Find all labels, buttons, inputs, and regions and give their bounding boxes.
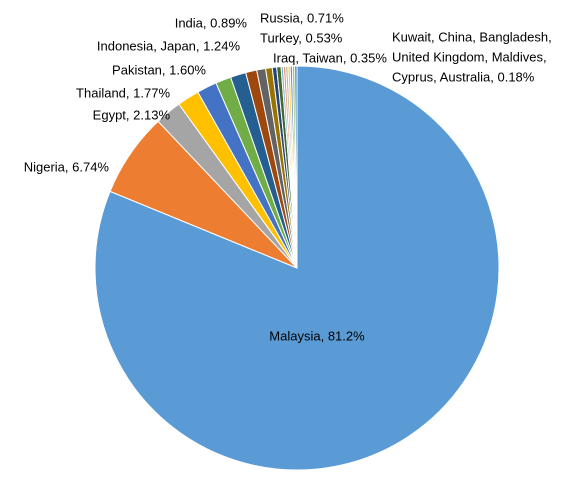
- data-label: Iraq, Taiwan, 0.35%: [273, 50, 387, 65]
- data-label: Egypt, 2.13%: [93, 107, 171, 122]
- data-label: Cyprus, Australia, 0.18%: [392, 69, 535, 84]
- data-label: United Kingdom, Maldives,: [392, 49, 547, 64]
- data-label: India, 0.89%: [175, 15, 248, 30]
- data-label: Kuwait, China, Bangladesh,: [392, 29, 552, 44]
- data-label: Thailand, 1.77%: [76, 85, 170, 100]
- data-label: Malaysia, 81.2%: [269, 328, 365, 343]
- slice: [294, 65, 298, 269]
- data-label: Indonesia, Japan, 1.24%: [97, 38, 241, 53]
- data-label: Nigeria, 6.74%: [24, 159, 110, 174]
- data-label: Pakistan, 1.60%: [112, 62, 206, 77]
- data-label: Russia, 0.71%: [260, 10, 344, 25]
- data-label: Turkey, 0.53%: [260, 30, 343, 45]
